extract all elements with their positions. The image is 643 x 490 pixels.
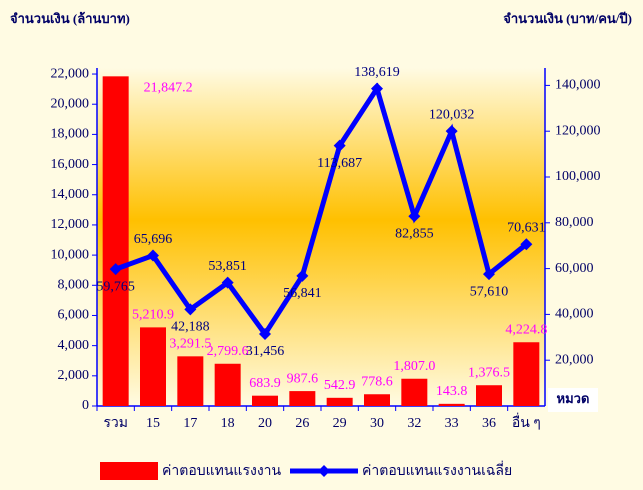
y-tick-label: 14,000 — [51, 187, 90, 202]
x-tick-label: 18 — [221, 416, 235, 431]
bar — [252, 395, 278, 406]
bar — [476, 385, 502, 406]
line-value-label: 31,456 — [246, 344, 285, 359]
marker — [445, 125, 458, 138]
plot-area — [97, 68, 545, 406]
bar-value-label: 5,210.9 — [132, 308, 174, 323]
y-tick-label: 2,000 — [58, 368, 90, 383]
line-value-label: 57,610 — [470, 284, 509, 299]
y2-axis-title: จำนวนเงิน (บาท/คน/ปี) — [503, 11, 632, 26]
x-tick-label: 26 — [295, 416, 309, 431]
x-tick-label: 20 — [258, 416, 272, 431]
line — [114, 82, 528, 339]
y2-tick-label: 120,000 — [555, 123, 601, 138]
y2-tick-label: 60,000 — [555, 261, 594, 276]
line-value-label: 59,765 — [96, 279, 135, 294]
legend-swatch — [100, 462, 158, 480]
y-tick-label: 0 — [82, 398, 89, 413]
bar — [438, 403, 465, 406]
marker — [147, 249, 159, 262]
marker — [109, 263, 122, 276]
bar — [364, 394, 390, 406]
x-axis-title: หมวด — [557, 391, 590, 406]
bar-value-label: 3,291.5 — [169, 337, 211, 352]
x-title-box — [548, 388, 598, 412]
x-tick-label: รวม — [103, 416, 128, 431]
bar — [401, 378, 428, 406]
x-tick-label: 30 — [370, 416, 384, 431]
y-tick-label: 22,000 — [51, 66, 90, 81]
line-value-label: 138,619 — [354, 65, 400, 80]
bar — [214, 363, 241, 406]
y-tick-label: 8,000 — [58, 278, 90, 293]
legend-label: ค่าตอบแทนแรงงานเฉลี่ย — [362, 461, 512, 479]
marker — [296, 269, 309, 282]
x-tick-label: 36 — [482, 416, 496, 431]
y-tick-label: 18,000 — [51, 127, 90, 142]
y-tick-label: 10,000 — [51, 247, 90, 262]
x-tick-label: 15 — [146, 416, 160, 431]
line-value-label: 70,631 — [507, 220, 546, 235]
legend-marker — [318, 465, 330, 477]
x-tick-label: 17 — [183, 416, 197, 431]
y2-tick-label: 20,000 — [555, 352, 594, 367]
bar — [102, 76, 129, 406]
y-axis-title: จำนวนเงิน (ล้านบาท) — [10, 11, 130, 26]
line-value-label: 53,851 — [208, 259, 247, 274]
bar-value-label: 683.9 — [249, 376, 281, 391]
x-tick-label: 33 — [445, 416, 459, 431]
marker — [333, 139, 346, 152]
bar-value-label: 2,799.6 — [207, 344, 249, 359]
line-value-label: 56,841 — [283, 286, 322, 301]
y-tick-label: 6,000 — [58, 308, 90, 323]
y-tick-label: 20,000 — [51, 96, 90, 111]
bar-value-label: 1,376.5 — [468, 365, 510, 380]
line-value-label: 113,687 — [317, 156, 362, 171]
bar-value-label: 1,807.0 — [393, 359, 435, 374]
marker — [371, 82, 383, 95]
bar-value-label: 987.6 — [287, 371, 319, 386]
bar-value-label: 778.6 — [361, 374, 393, 389]
marker — [483, 268, 495, 281]
bar — [140, 327, 166, 406]
marker — [520, 238, 533, 251]
bar — [326, 397, 353, 406]
y-tick-label: 4,000 — [58, 338, 90, 353]
line-value-label: 120,032 — [429, 107, 475, 122]
marker — [184, 303, 197, 316]
bar-value-label: 4,224.8 — [505, 322, 547, 337]
bar — [177, 356, 204, 406]
y-tick-label: 12,000 — [51, 217, 90, 232]
bar-value-label: 542.9 — [324, 378, 356, 393]
bar-value-label: 143.8 — [436, 384, 468, 399]
legend-label: ค่าตอบแทนแรงงาน — [162, 464, 282, 479]
line-value-label: 65,696 — [134, 232, 173, 247]
y2-tick-label: 100,000 — [555, 169, 601, 184]
y2-tick-label: 140,000 — [555, 78, 601, 93]
marker — [259, 327, 271, 340]
bar — [289, 391, 316, 406]
x-tick-label: 32 — [407, 416, 421, 431]
y2-tick-label: 80,000 — [555, 215, 594, 230]
marker — [221, 276, 234, 289]
bar-value-label: 21,847.2 — [144, 81, 193, 96]
line-value-label: 42,188 — [171, 320, 210, 335]
line-value-label: 82,855 — [395, 226, 434, 241]
bar — [513, 342, 540, 406]
x-tick-label: อื่น ๆ — [512, 413, 541, 431]
x-tick-label: 29 — [333, 416, 347, 431]
marker — [408, 210, 421, 223]
y-tick-label: 16,000 — [51, 157, 90, 172]
y2-tick-label: 40,000 — [555, 307, 594, 322]
